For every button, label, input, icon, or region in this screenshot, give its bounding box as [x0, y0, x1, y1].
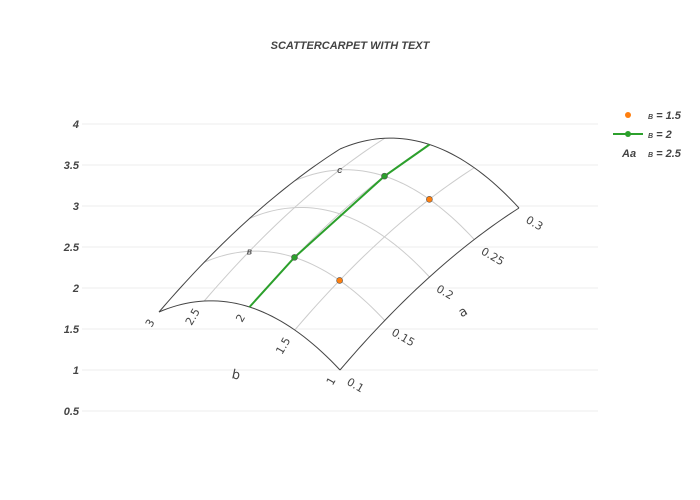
y-tick-label: 3.5	[64, 160, 80, 172]
legend-marker-icon	[625, 131, 631, 137]
point-text-label: B	[247, 249, 252, 256]
b-axis-title: b	[230, 367, 241, 383]
legend-item[interactable]: Aa B = 2.5	[621, 148, 682, 160]
carpet-edge-b-max	[158, 148, 341, 313]
legend[interactable]: B = 1.5 B = 2 Aa B = 2.5	[613, 110, 682, 160]
series-line	[248, 143, 431, 308]
a-tick-label: 0.25	[479, 245, 507, 269]
b-tick-label: 2	[233, 312, 248, 325]
series-point	[291, 254, 298, 261]
a-gridline	[294, 169, 475, 240]
legend-text-icon: Aa	[621, 148, 636, 160]
legend-label: B = 2	[648, 129, 672, 141]
y-tick-label: 2	[72, 283, 79, 295]
b-axis-ticks: 1 1.5 2 2.5 3	[143, 306, 339, 388]
b-tick-label: 1	[324, 375, 339, 388]
legend-marker-icon	[625, 112, 631, 118]
a-axis-title: a	[456, 304, 470, 321]
y-tick-label: 2.5	[63, 242, 80, 254]
y-tick-label: 3	[73, 201, 79, 213]
series-point	[426, 196, 433, 203]
legend-item[interactable]: B = 1.5	[625, 110, 682, 122]
a-tick-label: 0.3	[524, 213, 546, 233]
carpet-edge-b-min	[339, 207, 520, 371]
y-tick-label: 0.5	[64, 406, 80, 418]
y-tick-label: 1	[73, 365, 79, 377]
b-tick-label: 3	[143, 317, 158, 330]
b-tick-label: 1.5	[273, 335, 293, 357]
series-point	[381, 172, 388, 180]
a-tick-label: 0.2	[434, 282, 456, 302]
a-tick-label: 0.1	[345, 375, 367, 395]
a-axis-ticks: 0.10.150.20.250.3	[345, 213, 546, 395]
legend-item[interactable]: B = 2	[613, 129, 672, 141]
legend-label: B = 2.5	[648, 148, 682, 160]
y-grid	[82, 123, 598, 412]
y-tick-labels: 0.5 1 1.5 2 2.5 3 3.5 4	[63, 119, 80, 418]
legend-label: B = 1.5	[648, 110, 682, 122]
b-tick-label: 2.5	[183, 306, 203, 328]
y-tick-label: 4	[72, 119, 79, 131]
series-point	[336, 277, 343, 284]
traces: BC	[247, 143, 433, 308]
y-tick-label: 1.5	[64, 324, 80, 336]
b-gridline	[294, 167, 475, 331]
carpet-edge-a-min	[158, 300, 341, 371]
point-text-label: C	[337, 168, 343, 175]
chart-title: SCATTERCARPET WITH TEXT	[271, 40, 431, 52]
b-gridline	[203, 137, 386, 302]
